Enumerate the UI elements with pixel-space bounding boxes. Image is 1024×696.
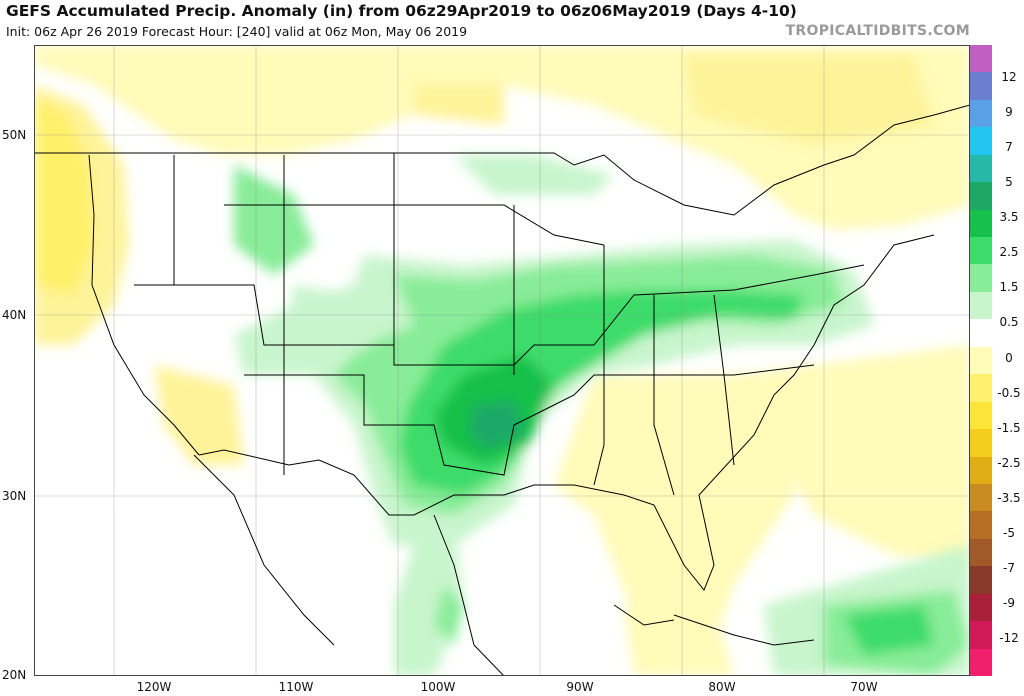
colorbar-label: 9 [1005,105,1013,120]
precip-anomaly-map[interactable] [34,45,970,676]
colorbar-label: 1.5 [999,280,1019,295]
lon-label-120w: 120W [136,680,172,694]
colorbar-segment [970,72,992,101]
coastlines-and-borders [34,104,970,676]
colorbar-segment [970,209,992,238]
colorbar-segment [970,182,992,211]
colorbar-segment [970,374,992,403]
colorbar-legend [970,45,992,677]
colorbar-segment [970,483,992,512]
colorbar-segment [970,566,992,595]
colorbar-segment [970,648,992,677]
colorbar-segment [970,127,992,156]
colorbar-segment [970,511,992,540]
lon-label-100w: 100W [420,680,456,694]
colorbar-segment [970,621,992,650]
colorbar-segment [970,99,992,128]
colorbar-label: -1.5 [997,420,1021,435]
colorbar-segment [970,456,992,485]
dry-anomaly-layer [34,45,970,676]
colorbar-label: 2.5 [999,245,1019,260]
colorbar-segment [970,401,992,430]
colorbar-segment [970,346,992,375]
colorbar-label: -0.5 [997,385,1021,400]
colorbar-label: -9 [1003,595,1015,610]
colorbar-segment [970,538,992,567]
colorbar-segment [970,319,992,348]
colorbar-label: -3.5 [997,490,1021,505]
colorbar-label: 0 [1005,350,1013,365]
colorbar-label: -7 [1003,560,1015,575]
lat-label-50n: 50N [2,128,27,142]
map-title: GEFS Accumulated Precip. Anomaly (in) fr… [6,2,797,20]
lat-label-40n: 40N [2,308,27,322]
colorbar-segment [970,154,992,183]
graticule [34,45,970,676]
lon-label-70w: 70W [850,680,878,694]
colorbar-label: -5 [1003,525,1015,540]
colorbar-label: 12 [1001,70,1017,84]
colorbar-label: 0.5 [999,315,1019,330]
colorbar-segment [970,593,992,622]
lon-label-110w: 110W [278,680,314,694]
colorbar-label: -2.5 [997,455,1021,470]
colorbar-segment [970,291,992,320]
colorbar-label: 3.5 [999,210,1019,225]
brand-watermark[interactable]: TROPICALTIDBITS.COM [785,23,970,39]
map-subtitle: Init: 06z Apr 26 2019 Forecast Hour: [24… [6,24,468,39]
colorbar-segment [970,264,992,293]
colorbar-segment [970,45,992,73]
lat-label-30n: 30N [2,489,27,503]
map-canvas [34,45,970,676]
lon-label-80w: 80W [708,680,736,694]
colorbar-label: 7 [1005,140,1013,155]
colorbar-segment [970,429,992,457]
lon-label-90w: 90W [566,680,594,694]
colorbar-label: -12 [999,631,1019,645]
lat-label-20n: 20N [2,668,27,682]
colorbar-segment [970,237,992,265]
colorbar-label: 5 [1005,175,1013,190]
